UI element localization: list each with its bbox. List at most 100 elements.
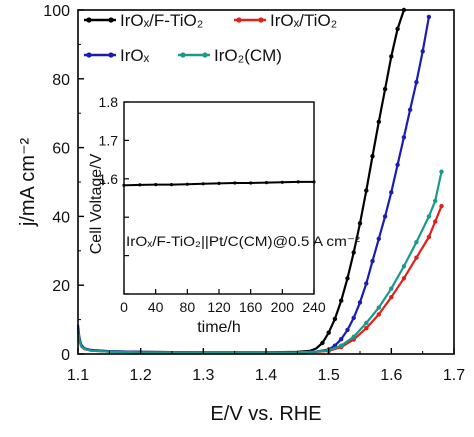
legend-label: IrOₓ/F-TiO₂ — [120, 11, 203, 30]
inset-x-tick-label: 200 — [271, 299, 295, 315]
x-tick-label: 1.2 — [130, 367, 152, 384]
series-0-point — [382, 86, 388, 92]
inset-x-tick-label: 160 — [239, 299, 263, 315]
series-0-point — [370, 154, 375, 159]
series-3-point — [339, 343, 344, 348]
series-2-point — [345, 327, 350, 333]
inset-x-tick-label: 120 — [207, 299, 231, 315]
legend-swatch-marker — [108, 17, 114, 23]
series-2-point — [395, 162, 400, 167]
series-1-point — [414, 255, 419, 260]
series-2-point — [376, 236, 381, 241]
inset-y-tick-label: 1.7 — [99, 132, 119, 148]
series-2-point — [401, 135, 407, 140]
legend-label: IrO₂(CM) — [214, 46, 282, 65]
legend-swatch-marker — [202, 52, 208, 58]
series-2-point — [364, 281, 369, 286]
y-axis-title: j/mA cm⁻² — [17, 138, 39, 228]
series-0-point — [345, 276, 350, 281]
series-0-point — [364, 188, 369, 193]
series-0-point — [395, 26, 400, 32]
legend-item: IrOₓ — [84, 46, 150, 65]
series-0-point — [376, 119, 381, 125]
series-1-point — [433, 219, 438, 224]
series-0-point — [326, 330, 331, 335]
series-3-point — [414, 240, 419, 245]
y-tick-label: 40 — [52, 209, 70, 226]
series-2-point — [414, 80, 419, 85]
inset-background — [124, 102, 314, 294]
legend-swatch-marker — [180, 52, 186, 58]
y-tick-label: 80 — [52, 72, 70, 89]
inset-series-point — [138, 183, 142, 187]
inset-y-tick-label: 1.6 — [99, 171, 119, 187]
legend-item: IrOₓ/TiO₂ — [234, 11, 337, 30]
series-0-point — [389, 54, 394, 59]
series-2-point — [370, 258, 375, 264]
inset-x-tick-label: 240 — [302, 299, 326, 315]
x-tick-label: 1.1 — [67, 367, 89, 384]
legend-swatch-marker — [86, 52, 92, 58]
series-2-point — [339, 337, 344, 342]
inset-series-point — [201, 182, 205, 186]
series-2-point — [426, 14, 432, 20]
inset-series-point — [233, 181, 237, 185]
series-3-point — [426, 214, 432, 219]
x-tick-label: 1.7 — [443, 367, 465, 384]
series-0-point — [332, 316, 338, 322]
series-3-point — [439, 169, 444, 174]
series-1-point — [389, 295, 394, 300]
legend-label: IrOₓ — [120, 46, 150, 65]
inset-x-axis-title: time/h — [197, 319, 241, 336]
series-2-point — [407, 107, 413, 113]
inset-x-tick-label: 80 — [180, 299, 196, 315]
y-tick-label: 100 — [43, 3, 70, 20]
series-0-point — [357, 221, 363, 226]
series-0-point — [351, 250, 356, 255]
legend-swatch-marker — [258, 17, 264, 23]
inset-series-point — [296, 180, 300, 184]
series-0-point — [320, 340, 325, 346]
x-tick-label: 1.6 — [380, 367, 402, 384]
x-tick-label: 1.3 — [192, 367, 214, 384]
series-1-point — [401, 276, 407, 281]
series-line-3 — [76, 171, 443, 354]
series-3-point — [364, 320, 369, 326]
series-3-point — [389, 286, 394, 291]
inset-y-axis-title: Cell Voltage/V — [88, 153, 105, 254]
x-axis-title: E/V vs. RHE — [210, 403, 321, 425]
inset-series-point — [264, 181, 269, 185]
x-tick-label: 1.4 — [255, 367, 277, 384]
series-2-point — [389, 190, 394, 195]
legend-swatch-marker — [86, 17, 92, 23]
series-1-point — [364, 326, 369, 331]
series-2-point — [382, 214, 388, 219]
x-tick-label: 1.5 — [318, 367, 340, 384]
inset-series-point — [169, 183, 174, 187]
series-2-point — [420, 49, 425, 54]
series-1-point — [439, 203, 444, 209]
inset-series-point — [217, 181, 221, 185]
series-0-point — [339, 298, 344, 303]
series-2-point — [351, 315, 356, 321]
series-3-point — [401, 264, 407, 269]
y-tick-label: 20 — [52, 278, 70, 295]
series-1-point — [376, 312, 381, 317]
y-tick-label: 0 — [61, 347, 70, 364]
series-3-point — [376, 305, 381, 310]
legend-item: IrOₓ/F-TiO₂ — [84, 11, 203, 30]
inset-y-tick-label: 1.8 — [99, 94, 119, 110]
legend-swatch-marker — [108, 52, 114, 58]
series-3-point — [433, 198, 438, 204]
legend-swatch-marker — [236, 17, 242, 23]
inset-x-tick-label: 0 — [120, 299, 128, 315]
inset-series-point — [280, 180, 284, 184]
series-3-point — [351, 334, 356, 339]
y-tick-label: 60 — [52, 141, 70, 158]
series-1-point — [426, 234, 432, 240]
legend-item: IrO₂(CM) — [178, 46, 282, 65]
inset-x-tick-label: 40 — [148, 299, 164, 315]
inset-series-point — [185, 182, 189, 186]
inset-annotation: IrOₓ/F-TiO₂||Pt/C(CM)@0.5 A cm⁻² — [126, 233, 360, 249]
